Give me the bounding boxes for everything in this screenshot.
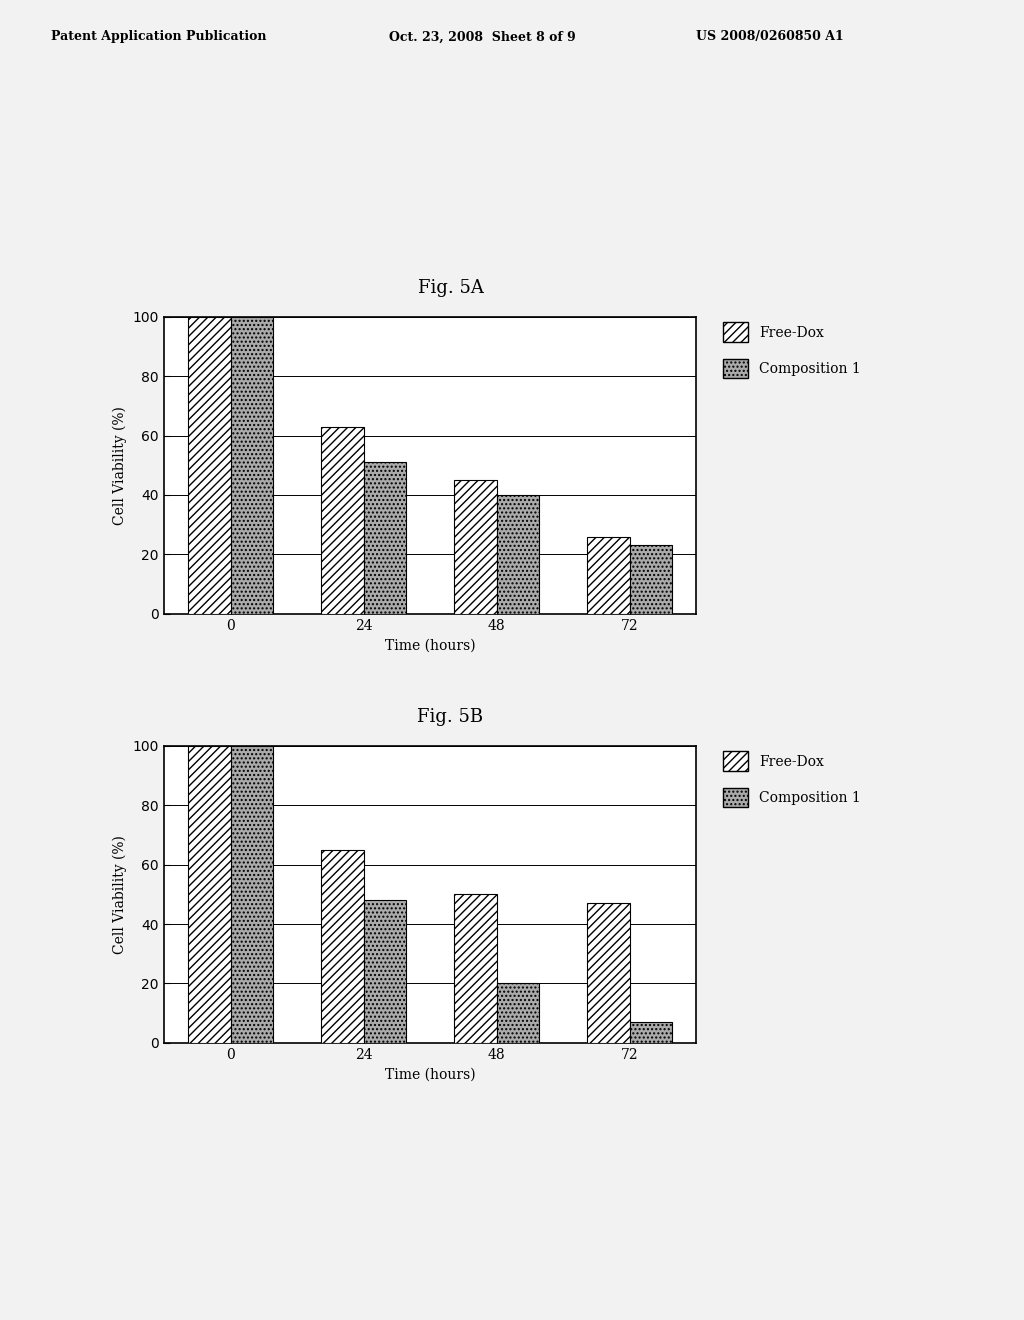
Y-axis label: Cell Viability (%): Cell Viability (%) (113, 405, 127, 525)
Bar (364, 462, 407, 614)
Text: Oct. 23, 2008  Sheet 8 of 9: Oct. 23, 2008 Sheet 8 of 9 (389, 30, 575, 44)
X-axis label: Time (hours): Time (hours) (385, 1067, 475, 1081)
Bar (188, 317, 230, 614)
Bar (497, 495, 539, 614)
Bar (497, 983, 539, 1043)
Bar (230, 317, 273, 614)
Bar (587, 903, 630, 1043)
Bar (188, 746, 230, 1043)
Legend: Free-Dox, Composition 1: Free-Dox, Composition 1 (718, 746, 866, 813)
Bar (454, 895, 497, 1043)
Bar (454, 480, 497, 614)
Text: US 2008/0260850 A1: US 2008/0260850 A1 (696, 30, 844, 44)
Legend: Free-Dox, Composition 1: Free-Dox, Composition 1 (718, 317, 866, 384)
Text: Fig. 5A: Fig. 5A (418, 279, 483, 297)
Text: Patent Application Publication: Patent Application Publication (51, 30, 266, 44)
Bar (364, 900, 407, 1043)
Bar (322, 426, 364, 614)
Y-axis label: Cell Viability (%): Cell Viability (%) (113, 834, 127, 954)
X-axis label: Time (hours): Time (hours) (385, 638, 475, 652)
Bar (630, 545, 672, 614)
Bar (630, 1022, 672, 1043)
Bar (587, 536, 630, 614)
Text: Fig. 5B: Fig. 5B (418, 708, 483, 726)
Bar (322, 850, 364, 1043)
Bar (230, 746, 273, 1043)
